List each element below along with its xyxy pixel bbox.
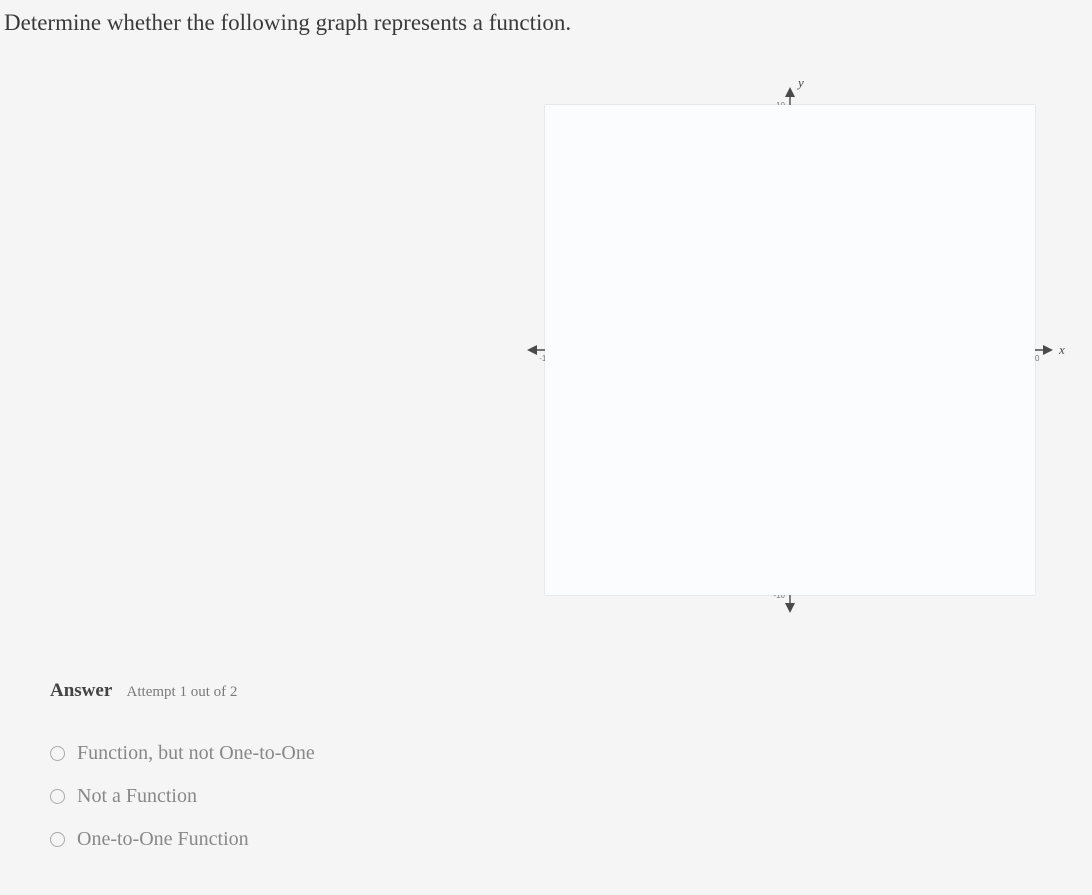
radio-icon bbox=[50, 789, 65, 804]
question-text: Determine whether the following graph re… bbox=[0, 10, 1092, 56]
attempt-label: Attempt 1 out of 2 bbox=[127, 684, 238, 700]
svg-text:y: y bbox=[796, 80, 804, 90]
option-label: Function, but not One-to-One bbox=[77, 742, 315, 765]
radio-icon bbox=[50, 832, 65, 847]
answer-label: Answer bbox=[50, 680, 112, 701]
graph: -10-9-8-7-6-5-4-3-2-112345678910-10-9-8-… bbox=[525, 80, 1065, 620]
answer-heading: Answer Attempt 1 out of 2 bbox=[50, 680, 315, 702]
option-not-a-function[interactable]: Not a Function bbox=[50, 785, 315, 808]
option-one-to-one-function[interactable]: One-to-One Function bbox=[50, 828, 315, 851]
option-label: Not a Function bbox=[77, 785, 197, 808]
options-group: Function, but not One-to-One Not a Funct… bbox=[50, 742, 315, 851]
svg-text:x: x bbox=[1058, 342, 1065, 357]
radio-icon bbox=[50, 746, 65, 761]
option-function-not-one-to-one[interactable]: Function, but not One-to-One bbox=[50, 742, 315, 765]
answer-section: Answer Attempt 1 out of 2 Function, but … bbox=[50, 680, 315, 871]
option-label: One-to-One Function bbox=[77, 828, 249, 851]
